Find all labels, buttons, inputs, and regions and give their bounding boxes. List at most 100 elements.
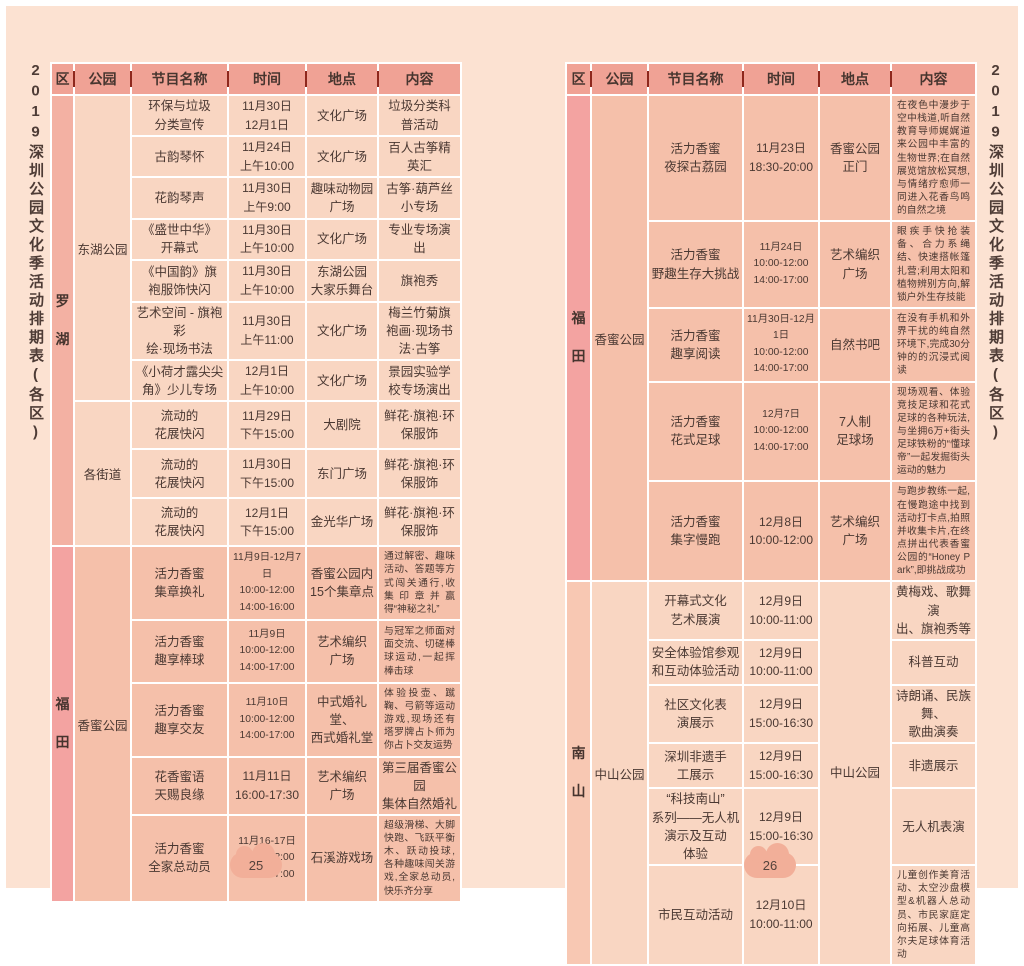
- content-cell: 景园实验学 校专场演出: [377, 359, 462, 403]
- district-cell: 南 山: [565, 580, 592, 966]
- content-cell: 与跑步教练一起,在慢跑途中找到活动打卡点,拍照并收集卡片,在终点拼出代表香蜜公园…: [890, 480, 977, 583]
- venue-cell: 香蜜公园 正门: [818, 93, 892, 223]
- table-row: 活力香蜜 全家总动员 11月16-17日 10:00-12:00 14:00-1…: [51, 813, 462, 903]
- district-cell: 福 田: [565, 93, 592, 583]
- table-row: 活力香蜜 集字慢跑 12月8日 10:00-12:00 艺术编织 广场 与跑步教…: [566, 480, 977, 583]
- col-header-park: 公园: [73, 62, 132, 96]
- content-cell: 通过解密、趣味活动、答题等方式闯关通行,收集印章并赢得“神秘之礼”: [377, 545, 462, 621]
- content-cell: 眼疾手快抢装备、合力系绳结、快速搭帐篷扎营;利用太阳和植物辨别方向,解锁户外生存…: [890, 220, 977, 309]
- spread-background: 2019深圳公园文化季活动排期表(各区) 2019深圳公园文化季活动排期表(各区…: [6, 6, 1018, 966]
- table-row: 《盛世中华》 开幕式 11月30日 上午10:00 文化广场 专业专场演 出: [51, 217, 462, 261]
- time-cell: 11月30日 上午9:00: [227, 176, 307, 220]
- content-cell: 无人机表演: [890, 787, 977, 867]
- program-cell: 开幕式文化 艺术展演: [647, 580, 744, 641]
- table-row: 活力香蜜 趣享阅读 11月30日-12月1日 10:00-12:00 14:00…: [566, 306, 977, 383]
- time-cell: 11月30日 上午10:00: [227, 258, 307, 303]
- time-cell: 12月9日 10:00-11:00: [742, 638, 820, 686]
- time-cell: 11月9日-12月7日 10:00-12:00 14:00-16:00: [227, 545, 307, 621]
- content-cell: 黄梅戏、歌舞演 出、旗袍秀等: [890, 580, 977, 641]
- program-cell: 《小荷才露尖尖 角》少儿专场: [130, 359, 229, 403]
- park-cell: 香蜜公园: [590, 93, 649, 583]
- venue-cell: 文化广场: [305, 93, 379, 138]
- col-header-program: 节目名称: [130, 62, 229, 96]
- program-cell: 活力香蜜 集字慢跑: [647, 480, 744, 583]
- table-row: 活力香蜜 野趣生存大挑战 11月24日 10:00-12:00 14:00-17…: [566, 220, 977, 309]
- col-header-park: 公园: [590, 62, 649, 96]
- time-cell: 12月7日 10:00-12:00 14:00-17:00: [742, 380, 820, 483]
- time-cell: 12月9日 10:00-11:00: [742, 580, 820, 641]
- program-cell: “科技南山” 系列——无人机 演示及互动 体验: [647, 787, 744, 867]
- time-cell: 11月30日 上午10:00: [227, 217, 307, 261]
- program-cell: 活力香蜜 夜探古荔园: [647, 93, 744, 223]
- content-cell: 与冠军之师面对面交流、切磋棒球运动,一起挥棒击球: [377, 618, 462, 684]
- table-row: 流动的 花展快闪 11月30日 下午15:00 东门广场 鲜花·旗袍·环 保服饰: [51, 448, 462, 500]
- venue-cell: 文化广场: [305, 300, 379, 362]
- content-cell: 非遗展示: [890, 742, 977, 790]
- table-row: 活力香蜜 趣享棒球 11月9日 10:00-12:00 14:00-17:00 …: [51, 618, 462, 684]
- venue-cell: 东门广场: [305, 448, 379, 500]
- park-cell: 中山公园: [590, 580, 649, 966]
- side-title-left: 2019深圳公园文化季活动排期表(各区): [27, 62, 44, 444]
- col-header-venue: 地点: [818, 62, 892, 96]
- time-cell: 11月24日 上午10:00: [227, 135, 307, 179]
- park-cell: 东湖公园: [73, 93, 132, 403]
- program-cell: 活力香蜜 全家总动员: [130, 813, 229, 903]
- content-cell: 专业专场演 出: [377, 217, 462, 261]
- table-row: 福 田 香蜜公园 活力香蜜 集章换礼 11月9日-12月7日 10:00-12:…: [50, 545, 462, 903]
- program-cell: 流动的 花展快闪: [130, 497, 229, 548]
- time-cell: 11月30日 上午11:00: [227, 300, 307, 362]
- content-cell: 旗袍秀: [377, 258, 462, 303]
- time-cell: 11月30日 下午15:00: [227, 448, 307, 500]
- table-row: 深圳非遗手 工展示 12月9日 15:00-16:30 非遗展示: [566, 742, 977, 790]
- table-row: 活力香蜜 花式足球 12月7日 10:00-12:00 14:00-17:00 …: [566, 380, 977, 483]
- table-row: 古韵琴怀 11月24日 上午10:00 文化广场 百人古筝精 英汇: [51, 135, 462, 179]
- program-cell: 古韵琴怀: [130, 135, 229, 179]
- program-cell: 环保与垃圾 分类宣传: [130, 93, 229, 138]
- time-cell: 12月1日 下午15:00: [227, 497, 307, 548]
- venue-cell: 自然书吧: [818, 306, 892, 383]
- program-cell: 花韵琴声: [130, 176, 229, 220]
- col-header-content: 内容: [890, 62, 977, 96]
- venue-cell: 趣味动物园 广场: [305, 176, 379, 220]
- table-row: 《小荷才露尖尖 角》少儿专场 12月1日 上午10:00 文化广场 景园实验学 …: [51, 359, 462, 403]
- time-cell: 11月24日 10:00-12:00 14:00-17:00: [742, 220, 820, 309]
- program-cell: 活力香蜜 野趣生存大挑战: [647, 220, 744, 309]
- time-cell: 11月30日 12月1日: [227, 93, 307, 138]
- table-row: 福 田 香蜜公园 活力香蜜 夜探古荔园 11月23日 18:30-20:00 香…: [565, 93, 977, 583]
- col-header-venue: 地点: [305, 62, 379, 96]
- program-cell: 安全体验馆参观 和互动体验活动: [647, 638, 744, 686]
- page-number: 26: [762, 857, 778, 873]
- content-cell: 诗朗诵、民族舞、 歌曲演奏: [890, 683, 977, 745]
- content-cell: 鲜花·旗袍·环 保服饰: [377, 448, 462, 500]
- table-row: 各街道 流动的 花展快闪 11月29日 下午15:00 大剧院 鲜花·旗袍·环 …: [51, 400, 462, 548]
- col-header-time: 时间: [227, 62, 307, 96]
- program-cell: 艺术空间 - 旗袍彩 绘·现场书法: [130, 300, 229, 362]
- table-row: 《中国韵》旗 袍服饰快闪 11月30日 上午10:00 东湖公园 大家乐舞台 旗…: [51, 258, 462, 303]
- time-cell: 12月9日 15:00-16:30: [742, 683, 820, 745]
- venue-cell: 7人制 足球场: [818, 380, 892, 483]
- content-cell: 现场观看、体验竞技足球和花式足球的各种玩法,与坐拥6万+街头足球铁粉的“懂球帝”…: [890, 380, 977, 483]
- time-cell: 11月29日 下午15:00: [227, 400, 307, 451]
- program-cell: 流动的 花展快闪: [130, 448, 229, 500]
- park-cell: 各街道: [73, 400, 132, 548]
- content-cell: 垃圾分类科 普活动: [377, 93, 462, 138]
- time-cell: 12月8日 10:00-12:00: [742, 480, 820, 583]
- page-number-cloud-26: 26: [744, 843, 796, 878]
- time-cell: 11月30日-12月1日 10:00-12:00 14:00-17:00: [742, 306, 820, 383]
- time-cell: 11月9日 10:00-12:00 14:00-17:00: [227, 618, 307, 684]
- time-cell: 11月23日 18:30-20:00: [742, 93, 820, 223]
- time-cell: 12月1日 上午10:00: [227, 359, 307, 403]
- content-cell: 鲜花·旗袍·环 保服饰: [377, 400, 462, 451]
- table-row: 罗 湖 东湖公园 环保与垃圾 分类宣传 11月30日 12月1日 文化广场 垃圾…: [50, 93, 462, 548]
- schedule-table-page26: 区 公园 节目名称 时间 地点 内容 福 田 香蜜公园 活力香蜜 夜探古荔园 1…: [565, 62, 977, 966]
- table-row: 流动的 花展快闪 12月1日 下午15:00 金光华广场 鲜花·旗袍·环 保服饰: [51, 497, 462, 548]
- program-cell: 花香蜜语 天赐良缘: [130, 755, 229, 816]
- table-row: 花香蜜语 天赐良缘 11月11日 16:00-17:30 艺术编织 广场 第三届…: [51, 755, 462, 816]
- venue-cell: 艺术编织 广场: [305, 618, 379, 684]
- venue-cell: 艺术编织 广场: [818, 480, 892, 583]
- program-cell: 《盛世中华》 开幕式: [130, 217, 229, 261]
- content-cell: 第三届香蜜公园 集体自然婚礼: [377, 755, 462, 816]
- schedule-table-page25: 区 公园 节目名称 时间 地点 内容 罗 湖 东湖公园 环保与垃圾 分类宣传 1…: [50, 62, 462, 903]
- venue-cell: 东湖公园 大家乐舞台: [305, 258, 379, 303]
- content-cell: 儿童创作美育活动、太空沙盘模型&机器人总动员、市民家庭定向拓展、儿童高尔夫足球体…: [890, 864, 977, 966]
